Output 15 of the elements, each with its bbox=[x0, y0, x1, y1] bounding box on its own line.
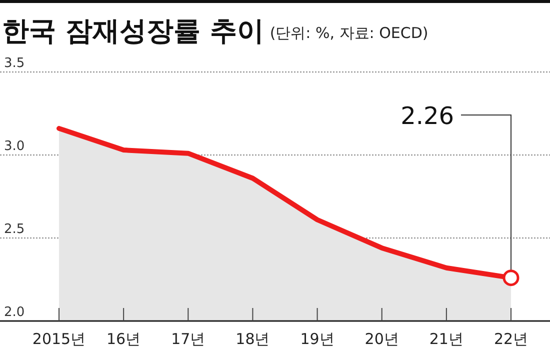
x-tick-label: 22년 bbox=[494, 330, 528, 348]
y-tick-label: 3.0 bbox=[4, 139, 25, 154]
x-tick-label: 2015년 bbox=[32, 330, 86, 348]
y-tick-label: 2.0 bbox=[4, 305, 25, 320]
y-tick-label: 2.5 bbox=[4, 222, 25, 237]
x-tick-label: 16년 bbox=[106, 330, 141, 348]
x-tick-label: 20년 bbox=[364, 330, 399, 348]
x-tick-label: 21년 bbox=[429, 330, 464, 348]
y-tick-label: 3.5 bbox=[4, 56, 25, 71]
chart-title: 한국 잠재성장률 추이 bbox=[2, 16, 264, 47]
x-tick-label: 17년 bbox=[171, 330, 206, 348]
x-tick-label: 19년 bbox=[300, 330, 334, 348]
chart-subtitle: (단위: %, 자료: OECD) bbox=[270, 24, 428, 42]
annotation: 2.26 bbox=[400, 102, 454, 130]
x-tick-label: 18년 bbox=[236, 330, 270, 348]
